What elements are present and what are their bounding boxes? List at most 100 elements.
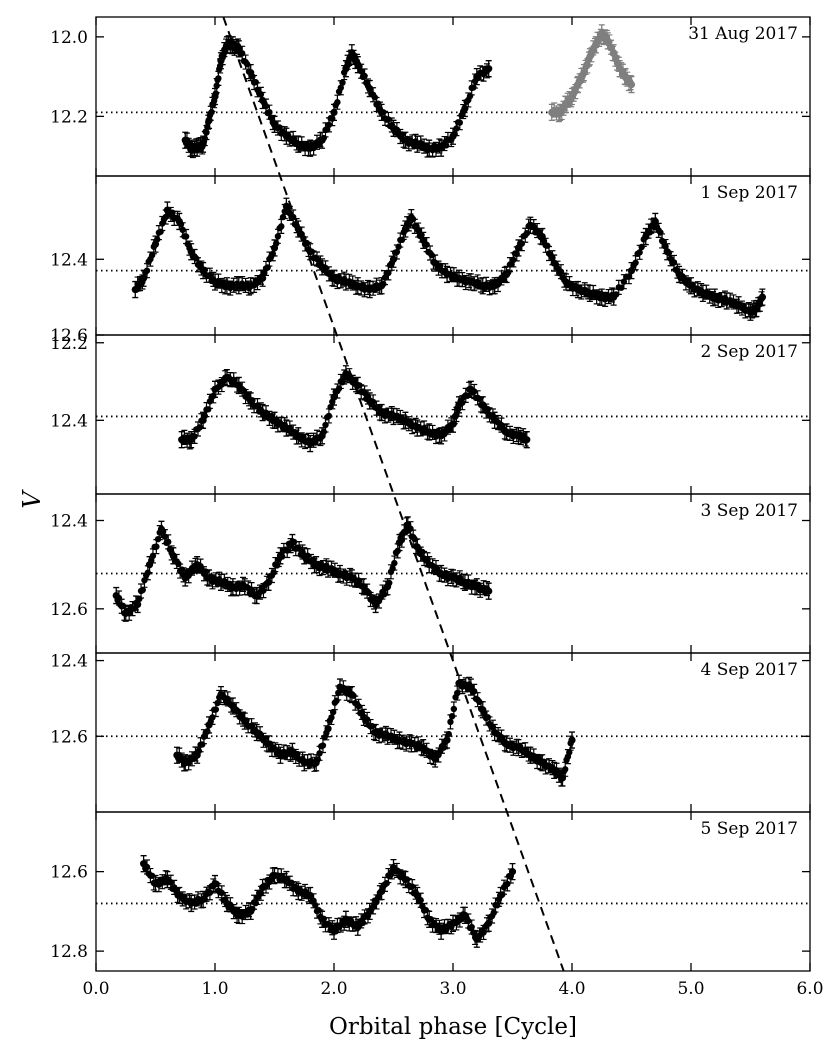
error-bar	[753, 299, 760, 318]
error-bar	[610, 288, 617, 306]
data-points	[140, 855, 517, 948]
error-bar	[283, 127, 290, 145]
error-bar	[485, 60, 492, 78]
error-bar	[289, 533, 296, 552]
error-bar	[450, 569, 456, 587]
error-bar	[604, 32, 611, 50]
error-bar	[461, 573, 468, 591]
error-bar	[598, 24, 605, 42]
error-bar	[414, 135, 421, 153]
y-tick-label: 12.4	[50, 512, 88, 532]
error-bar	[122, 604, 129, 622]
error-bar	[426, 139, 433, 157]
error-bar	[307, 886, 314, 905]
error-bar	[426, 423, 433, 441]
error-bar	[450, 701, 457, 717]
error-bar	[295, 427, 302, 445]
error-bar	[241, 578, 248, 596]
error-bar	[378, 403, 385, 422]
error-bar	[206, 716, 213, 734]
panel-1: 12.4 12.6 1 Sep 2017	[50, 175, 811, 346]
error-bar	[384, 578, 391, 596]
error-bar	[559, 769, 566, 787]
error-bar	[342, 273, 349, 291]
error-bar	[170, 547, 177, 565]
error-bar	[319, 910, 326, 928]
error-bar	[247, 277, 254, 295]
error-bar	[438, 139, 445, 157]
error-bar	[325, 560, 332, 578]
error-bar	[557, 103, 564, 122]
error-bar	[146, 556, 153, 574]
error-bar	[348, 569, 355, 587]
error-bar	[200, 261, 207, 280]
y-axis-label: V	[18, 489, 46, 509]
error-bar	[723, 292, 730, 310]
x-tick-label: 0.0	[82, 979, 109, 999]
error-bar	[277, 547, 284, 565]
error-bar	[200, 411, 207, 429]
error-bar	[295, 135, 302, 153]
error-bar	[271, 866, 278, 885]
error-bar	[390, 859, 397, 877]
error-bar	[336, 678, 343, 696]
error-bar	[586, 48, 593, 66]
error-bar	[396, 533, 403, 552]
panel-3: 12.4 12.6 3 Sep 2017	[50, 493, 811, 654]
x-tick-label: 2.0	[320, 979, 347, 999]
error-bar	[289, 742, 296, 761]
error-bar	[212, 874, 218, 893]
data-point-dense	[339, 79, 346, 86]
y-tick-label: 12.4	[50, 652, 88, 672]
panel-0: 12.0 12.2 31 Aug 2017	[50, 16, 811, 177]
series-0	[112, 516, 493, 622]
error-bar	[188, 431, 195, 449]
error-bar	[444, 265, 451, 284]
error-bar	[396, 731, 403, 749]
error-bar	[173, 746, 180, 764]
error-bar	[548, 103, 555, 122]
series-1	[548, 24, 636, 123]
error-bar	[271, 115, 278, 133]
error-bar	[408, 208, 415, 227]
error-bar	[164, 201, 171, 219]
error-bar	[307, 434, 314, 453]
error-bar	[467, 380, 474, 398]
error-bar	[206, 569, 213, 587]
error-bar	[200, 890, 207, 909]
error-bar	[450, 415, 456, 433]
error-bar	[598, 288, 605, 306]
data-point-dense	[139, 586, 146, 594]
data-points	[178, 365, 531, 453]
error-bar	[378, 277, 385, 295]
error-bar	[259, 878, 266, 897]
error-bar	[217, 52, 224, 70]
dashed-ephemeris-line-layer	[222, 16, 565, 972]
data-point-dense	[212, 90, 220, 97]
error-bar	[586, 284, 593, 303]
y-tick-label: 12.2	[50, 334, 88, 354]
error-bar	[479, 396, 486, 414]
error-bar	[515, 427, 522, 445]
y-tick-label: 12.6	[50, 727, 88, 747]
error-bar	[235, 906, 242, 924]
error-bar	[676, 265, 683, 284]
panel-date-label: 5 Sep 2017	[701, 819, 798, 839]
error-bar	[563, 95, 570, 114]
data-points	[131, 197, 767, 321]
error-bar	[132, 280, 139, 299]
error-bar	[491, 723, 498, 742]
error-bar	[319, 258, 326, 276]
error-bar	[592, 36, 599, 54]
error-bar	[628, 75, 635, 94]
error-bar	[235, 277, 242, 295]
error-bar	[194, 746, 201, 764]
error-bar	[206, 111, 213, 129]
error-bar	[438, 564, 445, 583]
y-tick-label: 12.6	[50, 600, 88, 620]
panel-4: 12.4 12.6 4 Sep 2017	[50, 652, 811, 813]
data-points	[181, 24, 636, 159]
error-bar	[450, 914, 456, 932]
data-points	[173, 674, 576, 787]
error-bar	[384, 727, 391, 745]
